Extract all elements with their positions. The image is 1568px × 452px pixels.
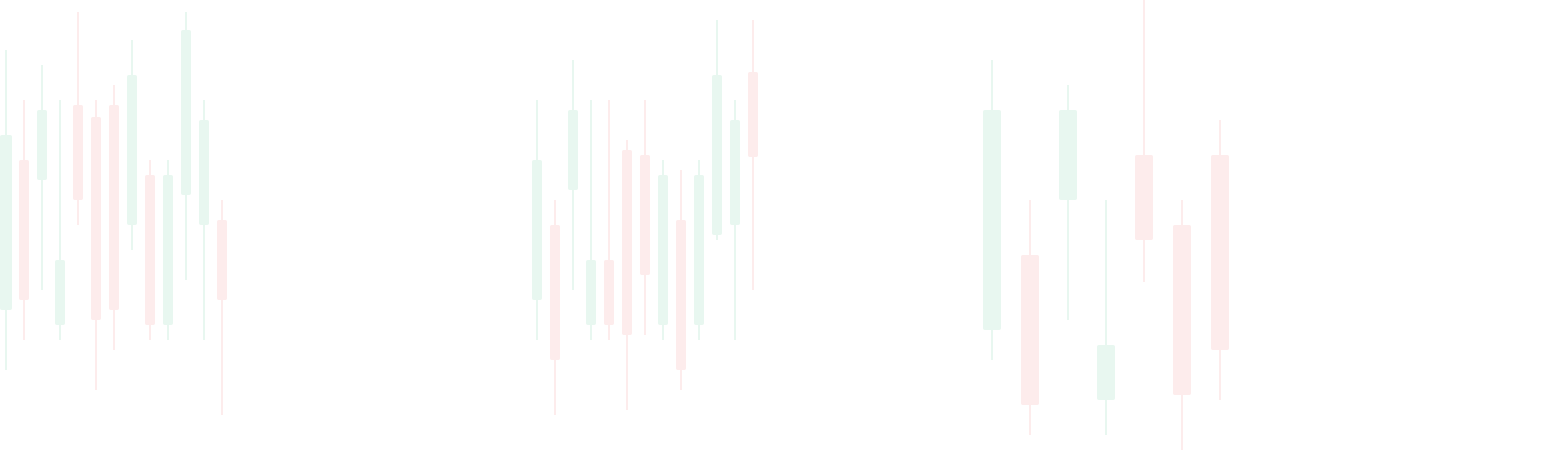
candle-body: [568, 110, 578, 190]
candle-body: [127, 75, 137, 225]
candle-body: [694, 175, 704, 325]
candle-wick: [59, 100, 61, 340]
candle-body: [1135, 155, 1153, 240]
candle-body: [604, 260, 614, 325]
candle-body: [983, 110, 1001, 330]
candle-body: [0, 135, 12, 310]
candle-body: [1211, 155, 1229, 350]
candle-body: [1059, 110, 1077, 200]
candle-body: [145, 175, 155, 325]
candle-body: [163, 175, 173, 325]
candle-body: [19, 160, 29, 300]
candle-wick: [1143, 0, 1145, 282]
candle-body: [586, 260, 596, 325]
candle-body: [1021, 255, 1039, 405]
candle-wick: [590, 100, 592, 340]
candle-body: [91, 117, 101, 320]
candle-body: [181, 30, 191, 195]
candle-body: [622, 150, 632, 335]
candle-body: [73, 105, 83, 200]
candle-wick: [1105, 200, 1107, 435]
candle-body: [748, 72, 758, 157]
candle-body: [532, 160, 542, 300]
candle-body: [55, 260, 65, 325]
candle-wick: [221, 200, 223, 415]
candle-wick: [1067, 85, 1069, 320]
candle-body: [1097, 345, 1115, 400]
candle-body: [658, 175, 668, 325]
candle-body: [730, 120, 740, 225]
candle-body: [109, 105, 119, 310]
candle-body: [712, 75, 722, 235]
candle-body: [37, 110, 47, 180]
candle-body: [217, 220, 227, 300]
candle-body: [1173, 225, 1191, 395]
candle-wick: [608, 100, 610, 340]
candle-body: [676, 220, 686, 370]
candle-body: [199, 120, 209, 225]
candle-body: [640, 155, 650, 275]
candle-body: [550, 225, 560, 360]
